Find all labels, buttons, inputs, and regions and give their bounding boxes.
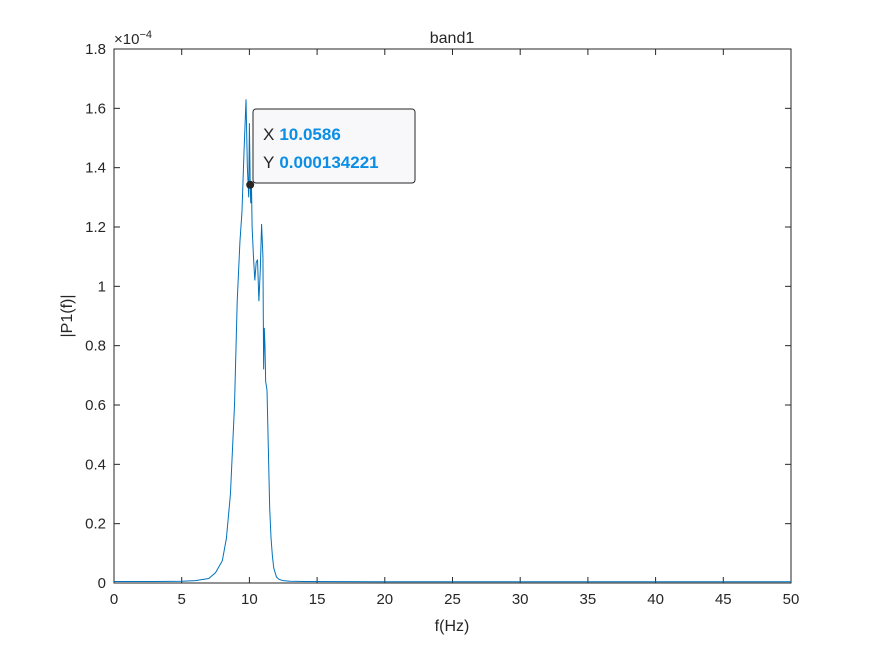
datatip-x-value: 10.0586 [279,125,340,144]
x-ticks: 0 5 10 15 20 25 30 35 40 45 50 [110,49,800,608]
plot-area [114,99,791,583]
y-tick-label: 1.4 [85,160,106,177]
x-tick-label: 25 [444,591,461,608]
datatip-marker[interactable] [246,180,255,189]
x-tick-label: 40 [647,591,664,608]
y-tick-label: 0.4 [85,456,106,473]
datatip-box [252,108,416,184]
y-tick-label: 0.6 [85,397,106,414]
axes-box[interactable] [113,48,792,584]
y-ticks: 0 0.2 0.4 0.6 0.8 1 1.2 1.4 1.6 1.8 [85,41,791,592]
x-tick-label: 15 [309,591,326,608]
datatip[interactable]: X 10.0586 Y 0.000134221 [246,108,416,189]
y-tick-label: 1.6 [85,100,106,117]
y-tick-label: 0.8 [85,338,106,355]
y-exponent-base: ×10 [114,31,139,48]
datatip-y-value: 0.000134221 [279,153,378,172]
datatip-y-row: Y 0.000134221 [263,153,379,172]
chart-title: band1 [430,30,475,47]
x-tick-label: 0 [110,591,118,608]
x-tick-label: 35 [580,591,597,608]
y-axis-label: |P1(f)| [59,295,76,338]
x-tick-label: 30 [512,591,529,608]
x-tick-label: 5 [178,591,186,608]
datatip-x-row: X 10.0586 [263,125,341,144]
y-tick-label: 1.8 [85,41,106,58]
x-axis-label: f(Hz) [435,618,470,635]
y-tick-label: 0 [98,575,106,592]
x-tick-label: 50 [783,591,800,608]
y-exponent-power: −4 [139,29,152,41]
spectrum-line[interactable] [114,99,791,583]
x-tick-label: 10 [241,591,258,608]
x-tick-label: 45 [715,591,732,608]
x-tick-label: 20 [376,591,393,608]
y-tick-label: 1.2 [85,219,106,236]
y-axis-exponent: ×10−4 [114,29,152,48]
datatip-x-key: X [263,125,274,144]
y-tick-label: 1 [98,278,106,295]
y-tick-label: 0.2 [85,516,106,533]
datatip-y-key: Y [263,153,274,172]
